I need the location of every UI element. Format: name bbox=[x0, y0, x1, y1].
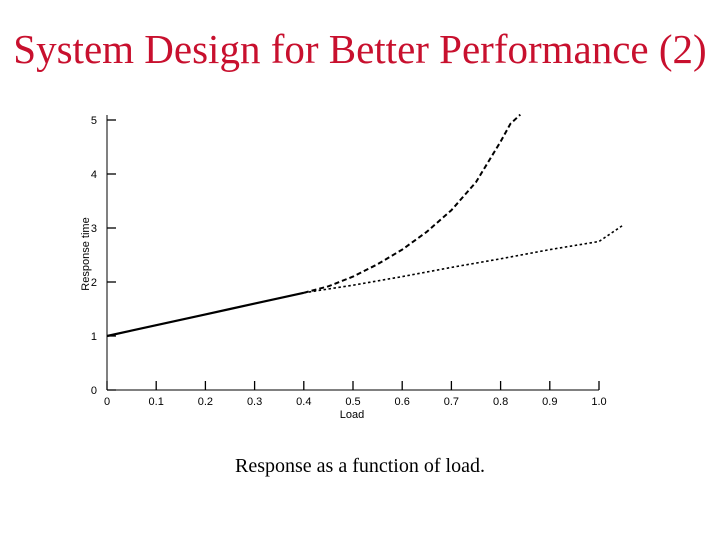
series-line-solid bbox=[106, 291, 305, 338]
y-tick-label: 0 bbox=[91, 385, 97, 397]
series-line-dashed bbox=[303, 113, 521, 294]
chart-series bbox=[106, 113, 625, 338]
x-tick-label: 0.9 bbox=[542, 396, 557, 408]
x-tick-label: 0.5 bbox=[345, 396, 360, 408]
x-tick-label: 0.1 bbox=[149, 396, 164, 408]
series-line-dotted bbox=[303, 224, 625, 294]
chart-ticks: 0 0.1 0.2 0.3 0.4 0.5 0.6 0.7 0.8 0.9 1.0 0 1 2 3 4 5 bbox=[91, 115, 607, 408]
x-tick-label: 0.2 bbox=[198, 396, 213, 408]
x-axis-label: Load bbox=[340, 409, 364, 421]
x-tick-label: 1.0 bbox=[591, 396, 606, 408]
figure-caption: Response as a function of load. bbox=[235, 455, 485, 477]
y-axis-label: Response time bbox=[80, 217, 92, 290]
x-tick-label: 0 bbox=[104, 396, 110, 408]
chart-axes bbox=[106, 115, 599, 391]
y-tick-label: 1 bbox=[91, 331, 97, 343]
x-tick-label: 0.3 bbox=[247, 396, 262, 408]
x-tick-label: 0.4 bbox=[296, 396, 311, 408]
y-tick-label: 2 bbox=[91, 277, 97, 289]
y-tick-label: 5 bbox=[91, 115, 97, 127]
x-tick-label: 0.8 bbox=[493, 396, 508, 408]
slide-title: System Design for Better Performance (2) bbox=[13, 26, 707, 72]
y-tick-label: 4 bbox=[91, 169, 97, 181]
x-tick-label: 0.7 bbox=[444, 396, 459, 408]
x-tick-label: 0.6 bbox=[395, 396, 410, 408]
y-tick-label: 3 bbox=[91, 223, 97, 235]
